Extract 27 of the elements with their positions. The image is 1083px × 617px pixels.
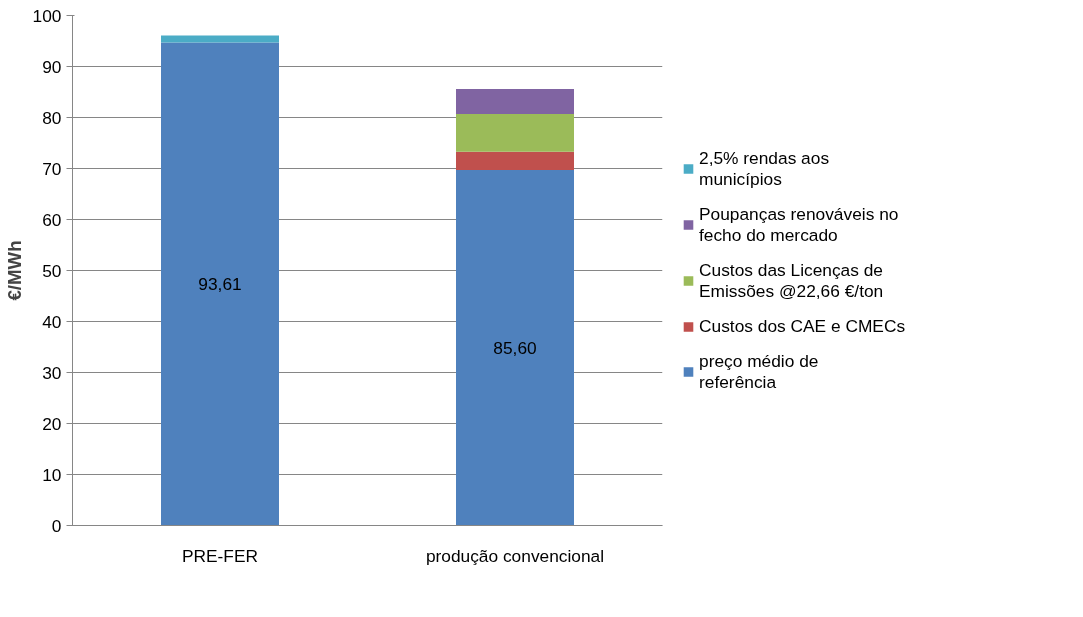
annotation: 93,61 [198, 274, 242, 295]
y-tick-label: 30 [42, 362, 62, 383]
bar [456, 170, 574, 526]
bar [456, 151, 574, 171]
y-tick-label: 0 [51, 515, 62, 536]
y-axis-title: €/MWh [3, 240, 25, 301]
y-tick-label: 20 [42, 413, 62, 434]
y-tick-label: 50 [42, 260, 62, 281]
y-tick-label: 80 [42, 107, 62, 128]
legend-label: Poupanças renováveis no fecho do mercado [699, 203, 899, 246]
bar [161, 35, 279, 43]
y-tick-label: 70 [42, 158, 62, 179]
y-tick-label: 90 [42, 56, 62, 77]
x-tick-label: PRE-FER [181, 545, 259, 566]
bar [456, 88, 574, 114]
legend-label: Custos das Licenças de Emissões @22,66 €/ton [699, 259, 884, 302]
y-tick-label: 40 [42, 311, 62, 332]
y-tick-label: 10 [42, 464, 62, 485]
bar [456, 113, 574, 152]
legend-label: 2,5% rendas aos municípios [699, 147, 830, 190]
legend-label: Custos dos CAE e CMECs [699, 315, 906, 337]
annotation: 85,60 [493, 337, 537, 358]
x-tick-label: produção convencional [425, 545, 605, 566]
legend-label: preço médio de referência [699, 350, 819, 393]
bar [161, 42, 279, 526]
y-tick-label: 100 [32, 5, 62, 26]
y-tick-label: 60 [42, 209, 62, 230]
